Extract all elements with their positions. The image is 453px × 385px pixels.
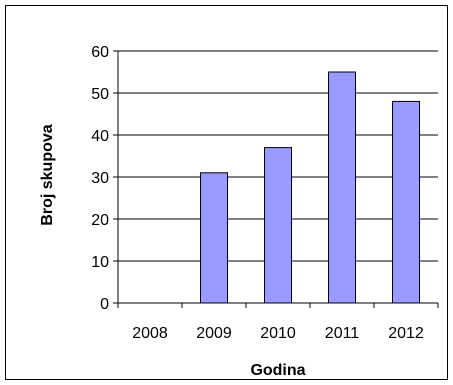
x-tick-label: 2010 — [260, 325, 296, 342]
gridlines — [118, 50, 438, 262]
y-tick-label: 10 — [91, 254, 109, 271]
y-tick-label: 30 — [91, 170, 109, 187]
bar-2009 — [200, 172, 228, 304]
y-axis-title: Broj skupova — [39, 124, 56, 225]
x-tick-label: 2012 — [388, 325, 424, 342]
bar-2012 — [392, 100, 420, 304]
y-tick-label: 20 — [91, 212, 109, 229]
x-tick-label: 2009 — [196, 325, 232, 342]
y-tick-label: 60 — [91, 44, 109, 61]
bars — [200, 71, 420, 304]
x-axis-title: Godina — [250, 362, 305, 379]
y-tick-label: 40 — [91, 128, 109, 145]
bar-2011 — [328, 71, 356, 304]
bar-2010 — [264, 147, 292, 304]
y-tick-label: 0 — [100, 296, 109, 313]
axes — [113, 50, 439, 308]
x-tick-label: 2008 — [132, 325, 168, 342]
y-tick-label: 50 — [91, 86, 109, 103]
x-tick-labels: 2008 2009 2010 2011 2012 — [132, 325, 424, 342]
y-tick-labels: 0 10 20 30 40 50 60 — [91, 44, 109, 313]
x-tick-label: 2011 — [325, 325, 360, 342]
